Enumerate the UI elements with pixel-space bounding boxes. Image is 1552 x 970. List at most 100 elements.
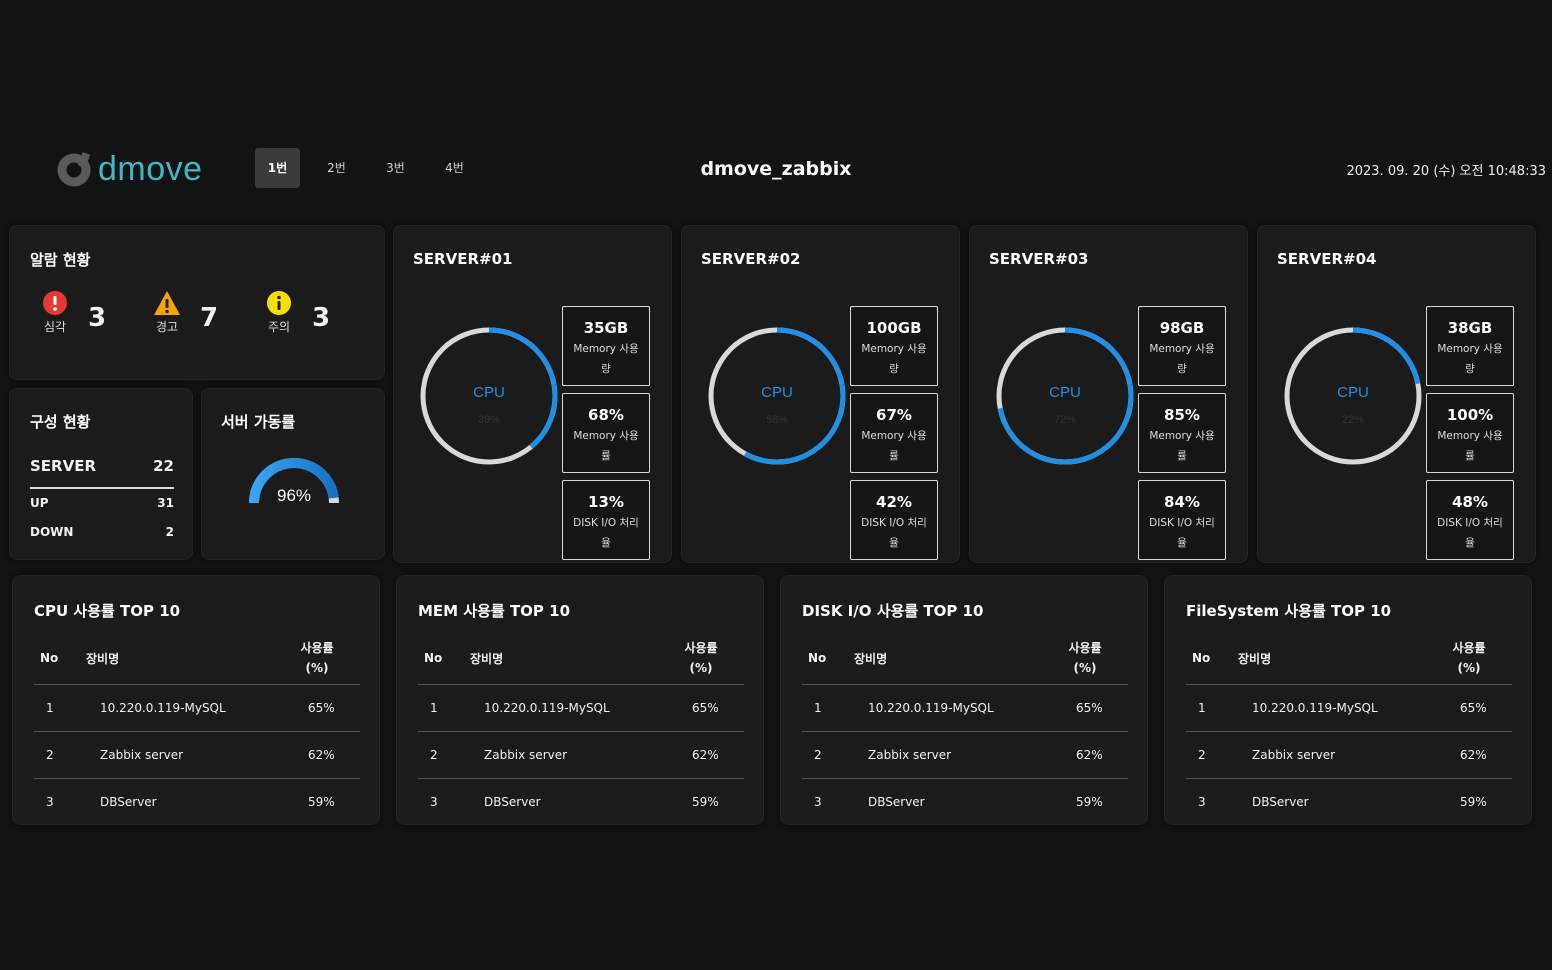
row-name: Zabbix server [484, 748, 568, 762]
table-title: MEM 사용률 TOP 10 [418, 602, 571, 620]
metric-box: 100% Memory 사용률 [1426, 393, 1514, 473]
cpu-ring: CPU 39% [420, 327, 558, 465]
table-row[interactable]: 3 DBServer 59% [1186, 779, 1512, 824]
warning-icon [154, 291, 180, 315]
metric-value: 84% [1164, 493, 1200, 511]
page-title: dmove_zabbix [700, 158, 852, 180]
table-header: No 장비명 사용률 (%) [1186, 632, 1512, 685]
row-usage: 62% [308, 748, 335, 762]
table-row[interactable]: 3 DBServer 59% [34, 779, 360, 824]
metric-label: Memory 사용률 [1437, 430, 1503, 462]
server-name: SERVER#02 [701, 250, 801, 268]
alarm-item-critical[interactable]: 심각 3 [30, 290, 142, 335]
gauge-value: 96% [277, 486, 311, 505]
metric-box: 68% Memory 사용률 [562, 393, 650, 473]
server-card: SERVER#03 CPU 72% 98GB Memory 사용량 85% Mem… [969, 225, 1248, 563]
row-name: DBServer [868, 795, 925, 809]
cpu-ring-fill [1284, 327, 1422, 465]
config-title: 구성 현황 [30, 413, 91, 431]
cpu-ring-fill [708, 327, 846, 465]
table-row[interactable]: 1 10.220.0.119-MySQL 65% [802, 685, 1128, 732]
logo-mark-icon [57, 151, 91, 186]
row-name: Zabbix server [868, 748, 952, 762]
header-no: No [1192, 651, 1211, 665]
table-row[interactable]: 1 10.220.0.119-MySQL 65% [34, 685, 360, 732]
table-row[interactable]: 2 Zabbix server 62% [802, 732, 1128, 779]
metric-label: DISK I/O 처리율 [861, 517, 927, 549]
cpu-ring: CPU 22% [1284, 327, 1422, 465]
cpu-label: CPU [1049, 384, 1081, 401]
tab-3[interactable]: 3번 [386, 161, 405, 175]
metric-label: DISK I/O 처리율 [1149, 517, 1215, 549]
row-name: DBServer [100, 795, 157, 809]
metric-value: 35GB [583, 319, 629, 337]
alarm-label: 주의 [267, 320, 291, 334]
availability-card: 서버 가동률 96% [201, 388, 385, 560]
row-usage: 62% [1076, 748, 1103, 762]
server-name: SERVER#01 [413, 250, 513, 268]
row-usage: 65% [1460, 701, 1487, 715]
row-usage: 59% [1076, 795, 1103, 809]
table-header: No 장비명 사용률 (%) [418, 632, 744, 685]
table-row[interactable]: 1 10.220.0.119-MySQL 65% [418, 685, 744, 732]
header-usage: 사용률 (%) [1068, 641, 1102, 675]
table-title: FileSystem 사용률 TOP 10 [1186, 602, 1392, 620]
table-row[interactable]: 1 10.220.0.119-MySQL 65% [1186, 685, 1512, 732]
table-row[interactable]: 2 Zabbix server 62% [418, 732, 744, 779]
row-no: 3 [1198, 795, 1206, 809]
cpu-label: CPU [761, 384, 793, 401]
alarm-item-warning[interactable]: 경고 7 [142, 290, 254, 335]
header-usage: 사용률 (%) [1452, 641, 1486, 675]
row-usage: 62% [692, 748, 719, 762]
top10-card: CPU 사용률 TOP 10 No 장비명 사용률 (%) 1 10.220.0… [12, 575, 380, 825]
config-up-count: 31 [157, 496, 174, 510]
top10-table: No 장비명 사용률 (%) 1 10.220.0.119-MySQL 65% … [418, 632, 744, 824]
row-usage: 62% [1460, 748, 1487, 762]
row-name: DBServer [1252, 795, 1309, 809]
row-no: 3 [46, 795, 54, 809]
metric-box: 84% DISK I/O 처리율 [1138, 480, 1226, 560]
alarm-list: 심각 3 경고 7 주의 3 [30, 290, 366, 335]
cpu-label: CPU [1337, 384, 1369, 401]
row-no: 1 [430, 701, 438, 715]
server-card: SERVER#04 CPU 22% 38GB Memory 사용량 100% Me… [1257, 225, 1536, 563]
row-no: 1 [1198, 701, 1206, 715]
tab-4[interactable]: 4번 [445, 161, 464, 175]
table-title: DISK I/O 사용률 TOP 10 [802, 602, 984, 620]
metric-label: Memory 사용량 [861, 343, 927, 375]
info-icon [267, 291, 291, 315]
row-name: 10.220.0.119-MySQL [1252, 701, 1378, 715]
alarm-count: 3 [88, 302, 107, 333]
row-usage: 59% [692, 795, 719, 809]
metric-label: Memory 사용량 [573, 343, 639, 375]
header-name: 장비명 [470, 651, 504, 666]
metric-box: 13% DISK I/O 처리율 [562, 480, 650, 560]
tab-1[interactable]: 1번 [255, 148, 300, 188]
alarm-item-caution[interactable]: 주의 3 [254, 290, 366, 335]
datetime: 2023. 09. 20 (수) 오전 10:48:33 [1346, 164, 1546, 179]
metric-value: 100GB [866, 319, 922, 337]
table-row[interactable]: 3 DBServer 59% [802, 779, 1128, 824]
top10-table: No 장비명 사용률 (%) 1 10.220.0.119-MySQL 65% … [802, 632, 1128, 824]
row-no: 2 [1198, 748, 1206, 762]
availability-title: 서버 가동률 [221, 413, 296, 431]
tab-2[interactable]: 2번 [327, 161, 346, 175]
availability-gauge: 96% [249, 458, 339, 505]
metric-value: 100% [1446, 406, 1494, 424]
top10-card: MEM 사용률 TOP 10 No 장비명 사용률 (%) 1 10.220.0… [396, 575, 764, 825]
config-card: 구성 현황 SERVER 22 UP 31 DOWN 2 [9, 388, 193, 560]
alarm-count: 3 [312, 302, 331, 333]
metric-label: Memory 사용률 [861, 430, 927, 462]
config-server-count: 22 [153, 457, 174, 475]
error-icon [43, 291, 67, 315]
table-row[interactable]: 2 Zabbix server 62% [34, 732, 360, 779]
row-name: 10.220.0.119-MySQL [868, 701, 994, 715]
metric-box: 98GB Memory 사용량 [1138, 306, 1226, 386]
table-row[interactable]: 2 Zabbix server 62% [1186, 732, 1512, 779]
table-row[interactable]: 3 DBServer 59% [418, 779, 744, 824]
config-down-row: DOWN 2 [30, 525, 174, 539]
header-usage: 사용률 (%) [300, 641, 334, 675]
header-no: No [40, 651, 59, 665]
row-usage: 59% [308, 795, 335, 809]
metric-value: 48% [1452, 493, 1488, 511]
